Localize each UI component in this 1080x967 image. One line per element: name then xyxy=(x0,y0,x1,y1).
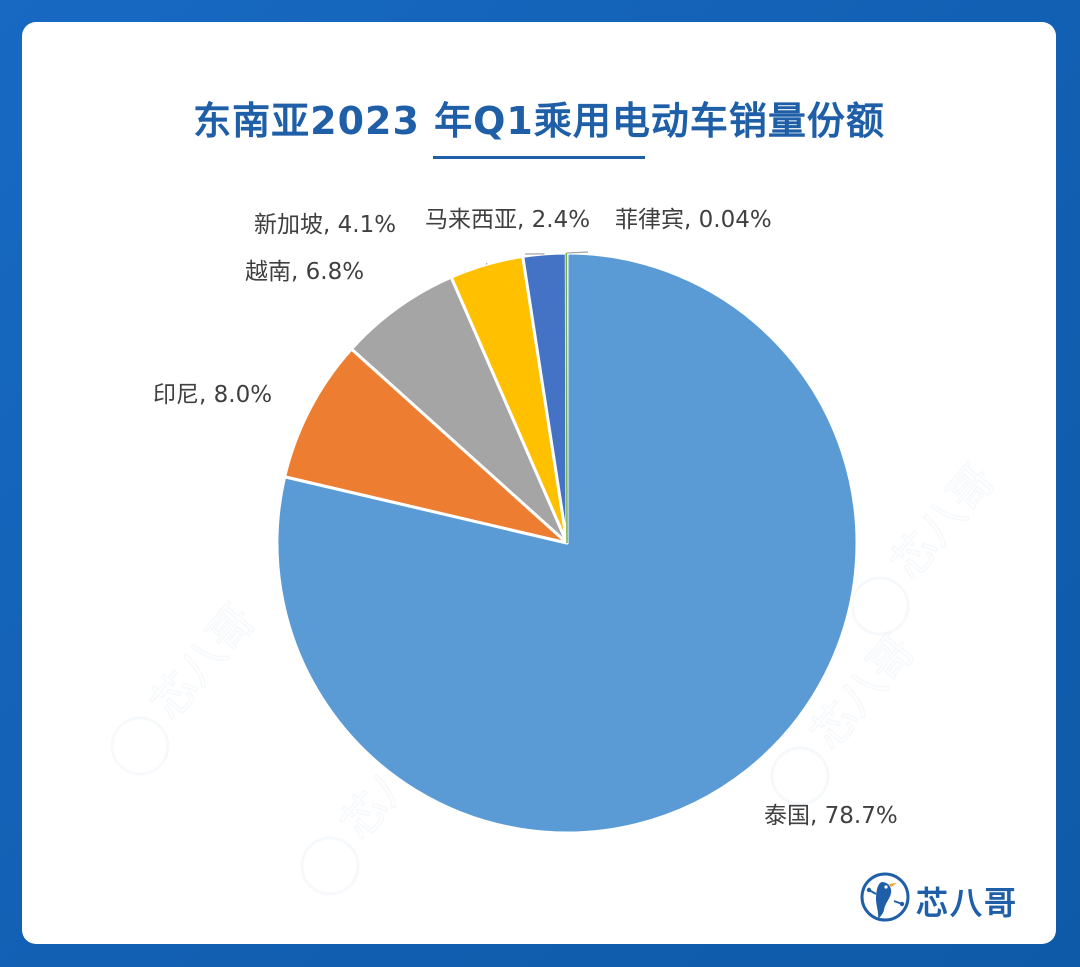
leader-line-singapore xyxy=(485,262,488,265)
pie-label-philippines: 菲律宾, 0.04% xyxy=(615,207,772,233)
chart-card: 东南亚2023 年Q1乘用电动车销量份额 芯八哥芯八哥芯八哥芯八哥芯八哥芯八哥 … xyxy=(22,22,1056,944)
pie-label-vietnam: 越南, 6.8% xyxy=(245,259,364,285)
pie-leader-lines xyxy=(485,251,589,265)
title-underline xyxy=(433,156,645,159)
chart-title: 东南亚2023 年Q1乘用电动车销量份额 xyxy=(193,99,885,143)
pie-label-indonesia: 印尼, 8.0% xyxy=(153,382,272,408)
pie-label-malaysia: 马来西亚, 2.4% xyxy=(425,207,590,233)
pie-slice-philippines xyxy=(565,252,568,544)
brand-name: 芯八哥 xyxy=(916,884,1019,922)
bird-logo-icon xyxy=(860,872,910,922)
watermark-3: 芯八哥 xyxy=(110,594,266,776)
pie-chart: 芯八哥芯八哥芯八哥芯八哥芯八哥芯八哥 泰国, 78.7%印尼, 8.0%越南, … xyxy=(110,207,1006,896)
pie-slice-vietnam xyxy=(349,275,569,545)
pie-slice-thailand xyxy=(275,251,859,835)
pie-label-thailand: 泰国, 78.7% xyxy=(764,803,898,829)
pie-labels: 泰国, 78.7% 印尼, 8.0% 越南, 6.8% 新加坡, 4.1% 马来西亚, … xyxy=(153,207,898,829)
pie-label-singapore: 新加坡, 4.1% xyxy=(254,212,396,238)
watermark-5: 芯八哥 xyxy=(850,454,1006,636)
leader-line-philippines xyxy=(566,251,589,254)
svg-text:芯八哥: 芯八哥 xyxy=(141,595,265,729)
pie-slices xyxy=(275,251,859,835)
brand-logo: 芯八哥 xyxy=(858,870,1028,924)
svg-text:芯八哥: 芯八哥 xyxy=(881,455,1005,589)
pie-slice-indonesia xyxy=(283,347,569,545)
